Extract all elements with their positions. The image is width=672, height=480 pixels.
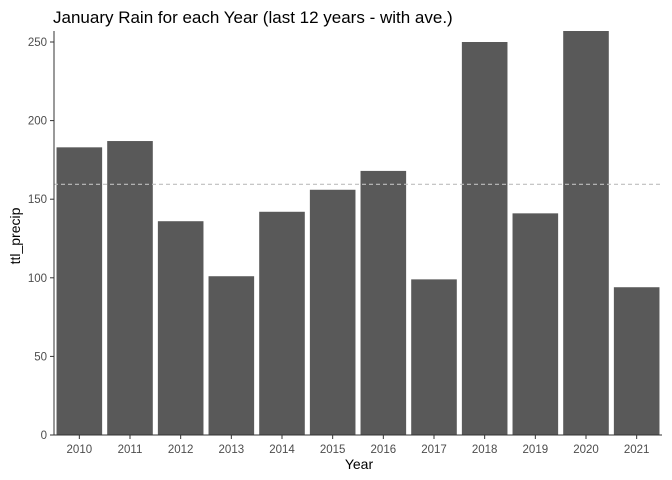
bar-2011 [107, 141, 153, 436]
x-tick-label: 2015 [320, 444, 346, 456]
bar-2010 [56, 147, 103, 435]
bar-2014 [259, 211, 305, 435]
bars-group [56, 31, 660, 436]
y-tick-label: 200 [28, 116, 47, 128]
x-tick-label: 2010 [67, 444, 93, 456]
x-tick-label: 2017 [421, 444, 447, 456]
x-tick-group: 2010 2011 2012 2013 2014 2015 2016 2017 2018 2019… [67, 435, 650, 456]
chart-title: January Rain for each Year (last 12 year… [53, 8, 453, 27]
x-tick-label: 2012 [168, 444, 194, 456]
y-tick-label: 0 [41, 430, 47, 442]
bar-2013 [208, 276, 255, 435]
y-tick-label: 250 [28, 37, 47, 49]
bar-2018 [461, 42, 508, 435]
x-tick-label: 2019 [523, 444, 549, 456]
bar-2015 [309, 189, 356, 435]
y-tick-label: 100 [28, 273, 47, 285]
y-tick-label: 50 [34, 351, 47, 363]
bar-2021 [613, 287, 660, 435]
x-tick-label: 2020 [573, 444, 599, 456]
x-tick-label: 2014 [269, 444, 295, 456]
bar-2019 [512, 213, 559, 435]
x-tick-label: 2011 [118, 444, 143, 456]
x-tick-label: 2016 [371, 444, 397, 456]
x-axis-title: Year [345, 456, 374, 472]
x-tick-label: 2021 [624, 444, 650, 456]
x-tick-label: 2018 [472, 444, 498, 456]
y-tick-group: 0 50 100 150 200 250 [28, 37, 54, 442]
bar-2017 [411, 279, 457, 435]
bar-2016 [360, 170, 407, 435]
y-tick-label: 150 [28, 194, 47, 206]
bar-2012 [157, 221, 204, 435]
axes-group [53, 31, 662, 436]
x-tick-label: 2013 [219, 444, 245, 456]
bar-2020 [563, 31, 609, 435]
y-axis-title: ttl_precip [7, 207, 23, 264]
